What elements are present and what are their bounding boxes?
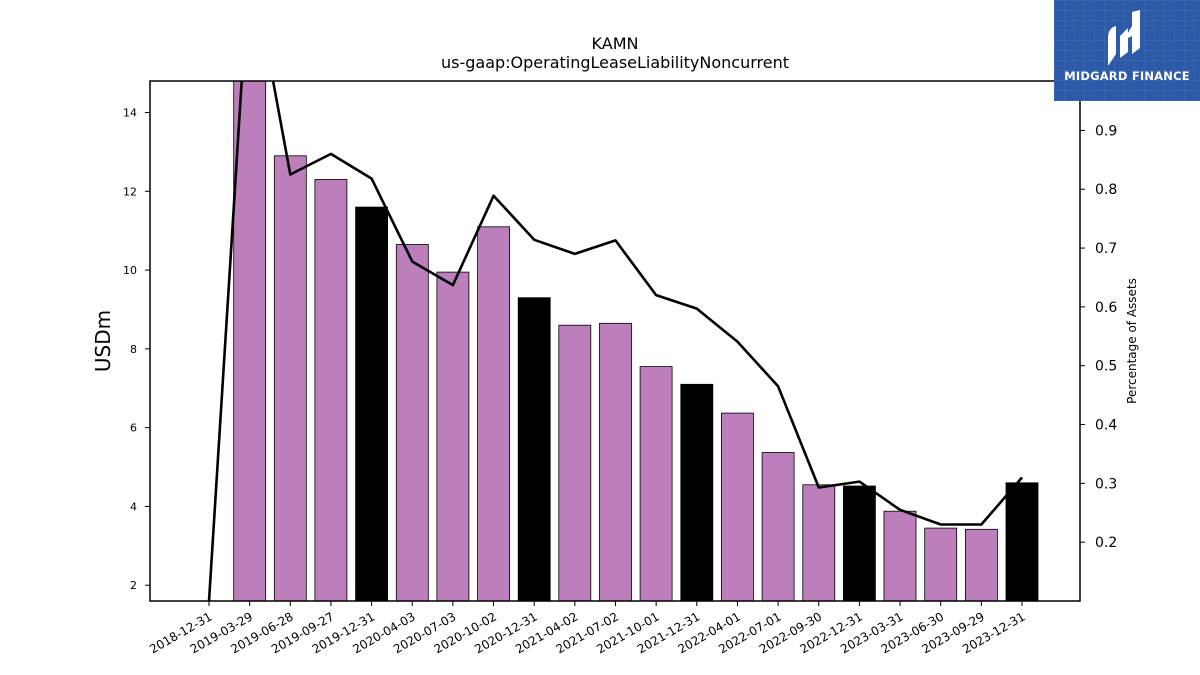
y-tick-label: 14 — [123, 107, 137, 120]
y2-tick-label: 0.3 — [1095, 476, 1117, 492]
bar — [924, 527, 958, 601]
bar — [436, 271, 470, 601]
logo-mark-icon — [1108, 10, 1140, 66]
y2-tick-label: 0.5 — [1095, 359, 1117, 375]
bar — [558, 324, 592, 601]
bar — [761, 452, 795, 601]
x-axis: 2018-12-312019-03-292019-06-282019-09-27… — [147, 601, 1028, 656]
bar — [680, 383, 714, 601]
bar — [477, 226, 511, 601]
bar-series — [233, 81, 1039, 601]
y2-tick-label: 0.2 — [1095, 535, 1117, 551]
y2-tick-label: 0.8 — [1095, 182, 1117, 198]
chart-subtitle: us-gaap:OperatingLeaseLiabilityNoncurren… — [441, 53, 789, 72]
bar — [233, 81, 267, 601]
bar — [883, 510, 917, 601]
y-axis-left: 2 4 6 8 10 12 14 — [123, 107, 150, 592]
bar — [599, 322, 632, 601]
y2-tick-label: 0.7 — [1095, 241, 1117, 257]
bar — [965, 528, 998, 601]
y-tick-label: 8 — [130, 343, 137, 356]
y-tick-label: 2 — [130, 579, 137, 592]
y-axis-right: 0.2 0.3 0.4 0.5 0.6 0.7 0.8 0.9 — [1080, 123, 1117, 551]
bar — [517, 297, 551, 601]
midgard-finance-logo: MIDGARD FINANCE — [1054, 0, 1200, 101]
y2-axis-label: Percentage of Assets — [1125, 278, 1139, 404]
y2-tick-label: 0.9 — [1095, 123, 1117, 139]
bar — [273, 155, 307, 601]
y-tick-label: 12 — [123, 185, 137, 198]
y2-tick-label: 0.4 — [1095, 418, 1117, 434]
y-tick-label: 10 — [123, 264, 137, 277]
bar — [314, 179, 348, 601]
y-axis-label: USDm — [91, 310, 115, 372]
bar — [843, 485, 876, 601]
logo-text: MIDGARD FINANCE — [1064, 69, 1190, 83]
y-tick-label: 6 — [130, 422, 137, 435]
y-tick-label: 4 — [130, 500, 137, 513]
line-series — [207, 81, 1023, 601]
y2-tick-label: 0.6 — [1095, 300, 1117, 316]
bar — [721, 412, 754, 601]
bar — [355, 206, 389, 601]
bar — [395, 244, 429, 601]
chart-title: KAMN — [592, 34, 639, 53]
bar — [639, 366, 673, 601]
percentage-line — [207, 81, 1023, 601]
bar — [1005, 482, 1039, 601]
bar — [802, 484, 836, 601]
